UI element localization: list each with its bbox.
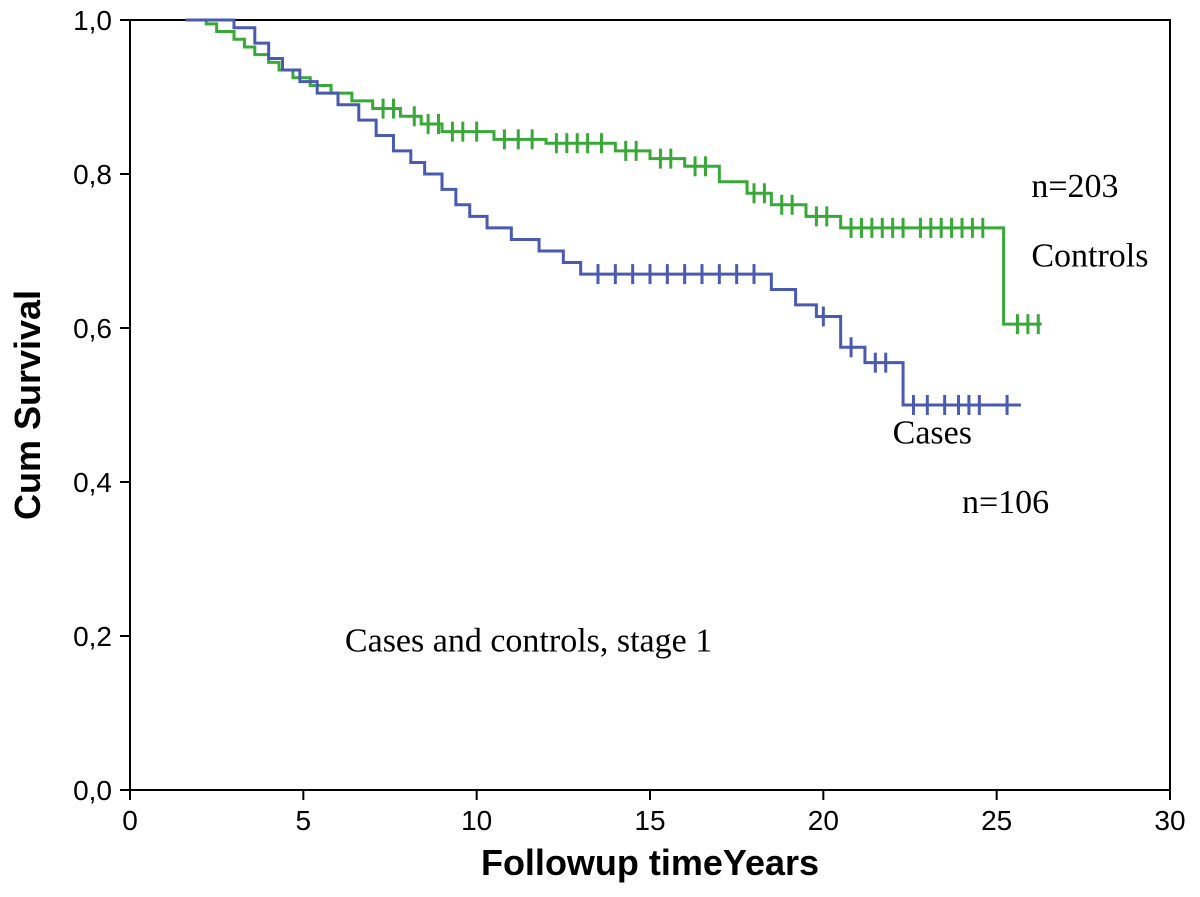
survival-chart: 0 5 10 15 20 25 30 0,0 0,2 0,4 0,6 0,8 1,0 Followup t… (0, 0, 1200, 897)
x-tick-label: 0 (122, 805, 138, 836)
annotation-cases_lbl: Cases (893, 415, 972, 452)
x-tick-label: 20 (808, 805, 839, 836)
annotation-controls_n: n=203 (1031, 168, 1118, 205)
y-tick-label: 1,0 (73, 5, 112, 36)
x-tick-label: 25 (981, 805, 1012, 836)
annotation-title: Cases and controls, stage 1 (345, 622, 712, 659)
chart-svg: 0 5 10 15 20 25 30 0,0 0,2 0,4 0,6 0,8 1,0 Followup t… (0, 0, 1200, 897)
annotation-controls_lbl: Controls (1031, 237, 1148, 274)
y-tick-label: 0,4 (73, 467, 112, 498)
x-tick-label: 5 (296, 805, 312, 836)
y-tick-label: 0,6 (73, 313, 112, 344)
y-tick-label: 0,8 (73, 159, 112, 190)
x-axis-title: Followup timeYears (481, 842, 819, 883)
x-tick-label: 10 (461, 805, 492, 836)
x-tick-label: 15 (634, 805, 665, 836)
x-tick-label: 30 (1154, 805, 1185, 836)
y-tick-label: 0,2 (73, 621, 112, 652)
y-axis-title: Cum Survival (7, 290, 48, 520)
y-tick-label: 0,0 (73, 775, 112, 806)
survival-curve-controls (185, 20, 1041, 324)
annotation-cases_n: n=106 (962, 484, 1049, 521)
